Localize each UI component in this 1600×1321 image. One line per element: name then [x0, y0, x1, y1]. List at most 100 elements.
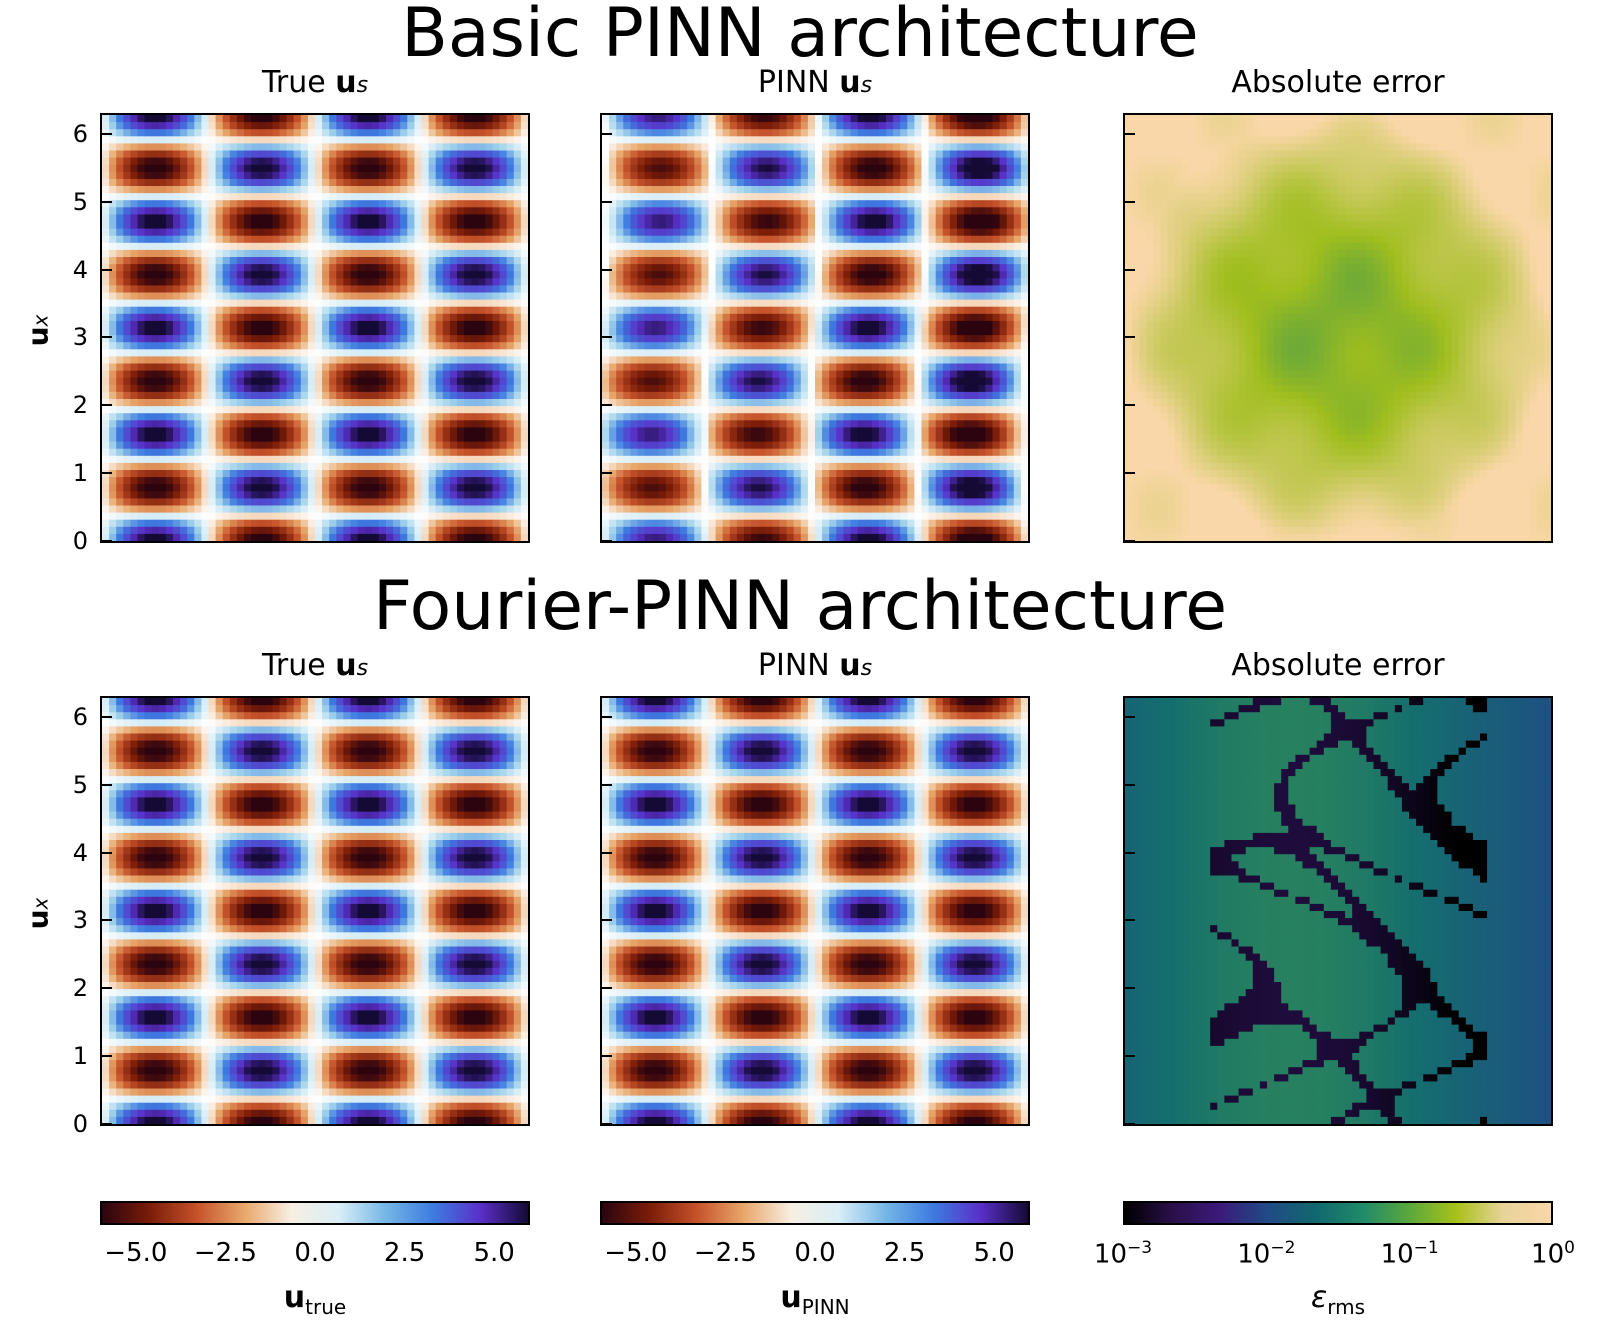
- heatmap-cell: [520, 533, 528, 541]
- heatmap-cell: [258, 292, 266, 301]
- heatmap-cell: [701, 342, 710, 350]
- heatmap-cell: [144, 221, 153, 230]
- heatmap-cell: [336, 313, 344, 322]
- heatmap-cell: [665, 264, 674, 272]
- heatmap-cell: [386, 526, 394, 535]
- heatmap-cell: [499, 129, 508, 137]
- heatmap-cell: [151, 512, 160, 521]
- heatmap-cell: [293, 242, 302, 251]
- heatmap-cell: [665, 406, 674, 414]
- heatmap-cell: [393, 242, 401, 251]
- panel-title-pinn-1: PINN us: [600, 68, 1030, 98]
- heatmap-cell: [694, 320, 702, 329]
- heatmap-cell: [715, 470, 724, 478]
- heatmap-cell: [386, 370, 394, 379]
- heatmap-cell: [329, 455, 337, 464]
- heatmap-cell: [165, 143, 174, 152]
- heatmap-cell: [378, 299, 387, 308]
- heatmap-cell: [378, 342, 387, 350]
- heatmap-cell: [343, 285, 352, 294]
- heatmap-cell: [485, 320, 494, 329]
- heatmap-cell: [173, 384, 181, 393]
- heatmap-cell: [407, 129, 415, 137]
- heatmap-cell: [758, 498, 766, 507]
- heatmap-cell: [457, 143, 465, 152]
- heatmap-cell: [208, 434, 217, 443]
- heatmap-cell: [471, 533, 479, 541]
- heatmap-cell: [258, 399, 266, 407]
- heatmap-cell: [407, 228, 415, 237]
- heatmap-cell: [616, 427, 624, 436]
- heatmap-cell: [637, 249, 646, 258]
- heatmap-cell: [307, 448, 316, 457]
- heatmap-cell: [729, 391, 738, 400]
- heatmap-cell: [343, 455, 352, 464]
- heatmap-cell: [194, 512, 202, 521]
- heatmap-cell: [187, 207, 195, 215]
- heatmap-cell: [421, 292, 430, 301]
- heatmap-cell: [414, 370, 423, 379]
- heatmap-cell: [485, 143, 494, 152]
- heatmap-cell: [478, 278, 486, 286]
- heatmap-cell: [673, 150, 681, 159]
- heatmap-cell: [137, 221, 146, 230]
- heatmap-cell: [729, 328, 738, 336]
- heatmap-cell: [236, 363, 245, 372]
- heatmap-cell: [457, 427, 465, 436]
- heatmap-cell: [744, 115, 752, 123]
- heatmap-cell: [336, 413, 344, 421]
- heatmap-cell: [442, 122, 451, 130]
- heatmap-cell: [765, 115, 773, 123]
- heatmap-cell: [630, 462, 639, 471]
- heatmap-cell: [158, 448, 167, 457]
- heatmap-cell: [485, 292, 494, 301]
- heatmap-cell: [158, 150, 167, 159]
- heatmap-cell: [393, 448, 401, 457]
- heatmap-cell: [414, 512, 423, 521]
- heatmap-cell: [144, 228, 153, 237]
- heatmap-cell: [123, 207, 131, 215]
- heatmap-cell: [158, 363, 167, 372]
- heatmap-cell: [414, 193, 423, 201]
- heatmap-cell: [215, 462, 224, 471]
- heatmap-cell: [322, 150, 330, 159]
- heatmap-cell: [286, 391, 295, 400]
- heatmap-cell: [485, 235, 494, 244]
- heatmap-cell: [165, 115, 174, 123]
- heatmap-cell: [251, 242, 259, 251]
- heatmap-cell: [251, 164, 259, 173]
- heatmap-true-basic: [100, 113, 530, 543]
- heatmap-cell: [222, 193, 231, 201]
- heatmap-cell: [435, 264, 444, 272]
- heatmap-cell: [421, 519, 430, 528]
- heatmap-cell: [492, 306, 501, 315]
- heatmap-cell: [513, 491, 522, 499]
- heatmap-cell: [687, 136, 695, 144]
- heatmap-cell: [400, 356, 408, 365]
- heatmap-cell: [478, 391, 486, 400]
- heatmap-cell: [102, 484, 110, 492]
- heatmap-cell: [400, 178, 408, 187]
- heatmap-cell: [251, 505, 259, 514]
- heatmap-cell: [673, 370, 681, 379]
- heatmap-cell: [630, 122, 639, 130]
- heatmap-cell: [464, 129, 472, 137]
- heatmap-cell: [158, 299, 167, 308]
- heatmap-cell: [421, 434, 430, 443]
- heatmap-cell: [137, 477, 146, 485]
- heatmap-cell: [187, 448, 195, 457]
- heatmap-cell: [329, 377, 337, 386]
- heatmap-cell: [758, 299, 766, 308]
- heatmap-cell: [442, 157, 451, 166]
- heatmap-cell: [158, 115, 167, 123]
- heatmap-cell: [744, 434, 752, 443]
- heatmap-cell: [102, 221, 110, 230]
- heatmap-cell: [478, 285, 486, 294]
- heatmap-cell: [357, 193, 366, 201]
- heatmap-cell: [293, 313, 302, 322]
- heatmap-cell: [637, 320, 646, 329]
- heatmap-cell: [673, 200, 681, 208]
- heatmap-cell: [307, 370, 316, 379]
- heatmap-cell: [187, 427, 195, 436]
- heatmap-cell: [201, 491, 210, 499]
